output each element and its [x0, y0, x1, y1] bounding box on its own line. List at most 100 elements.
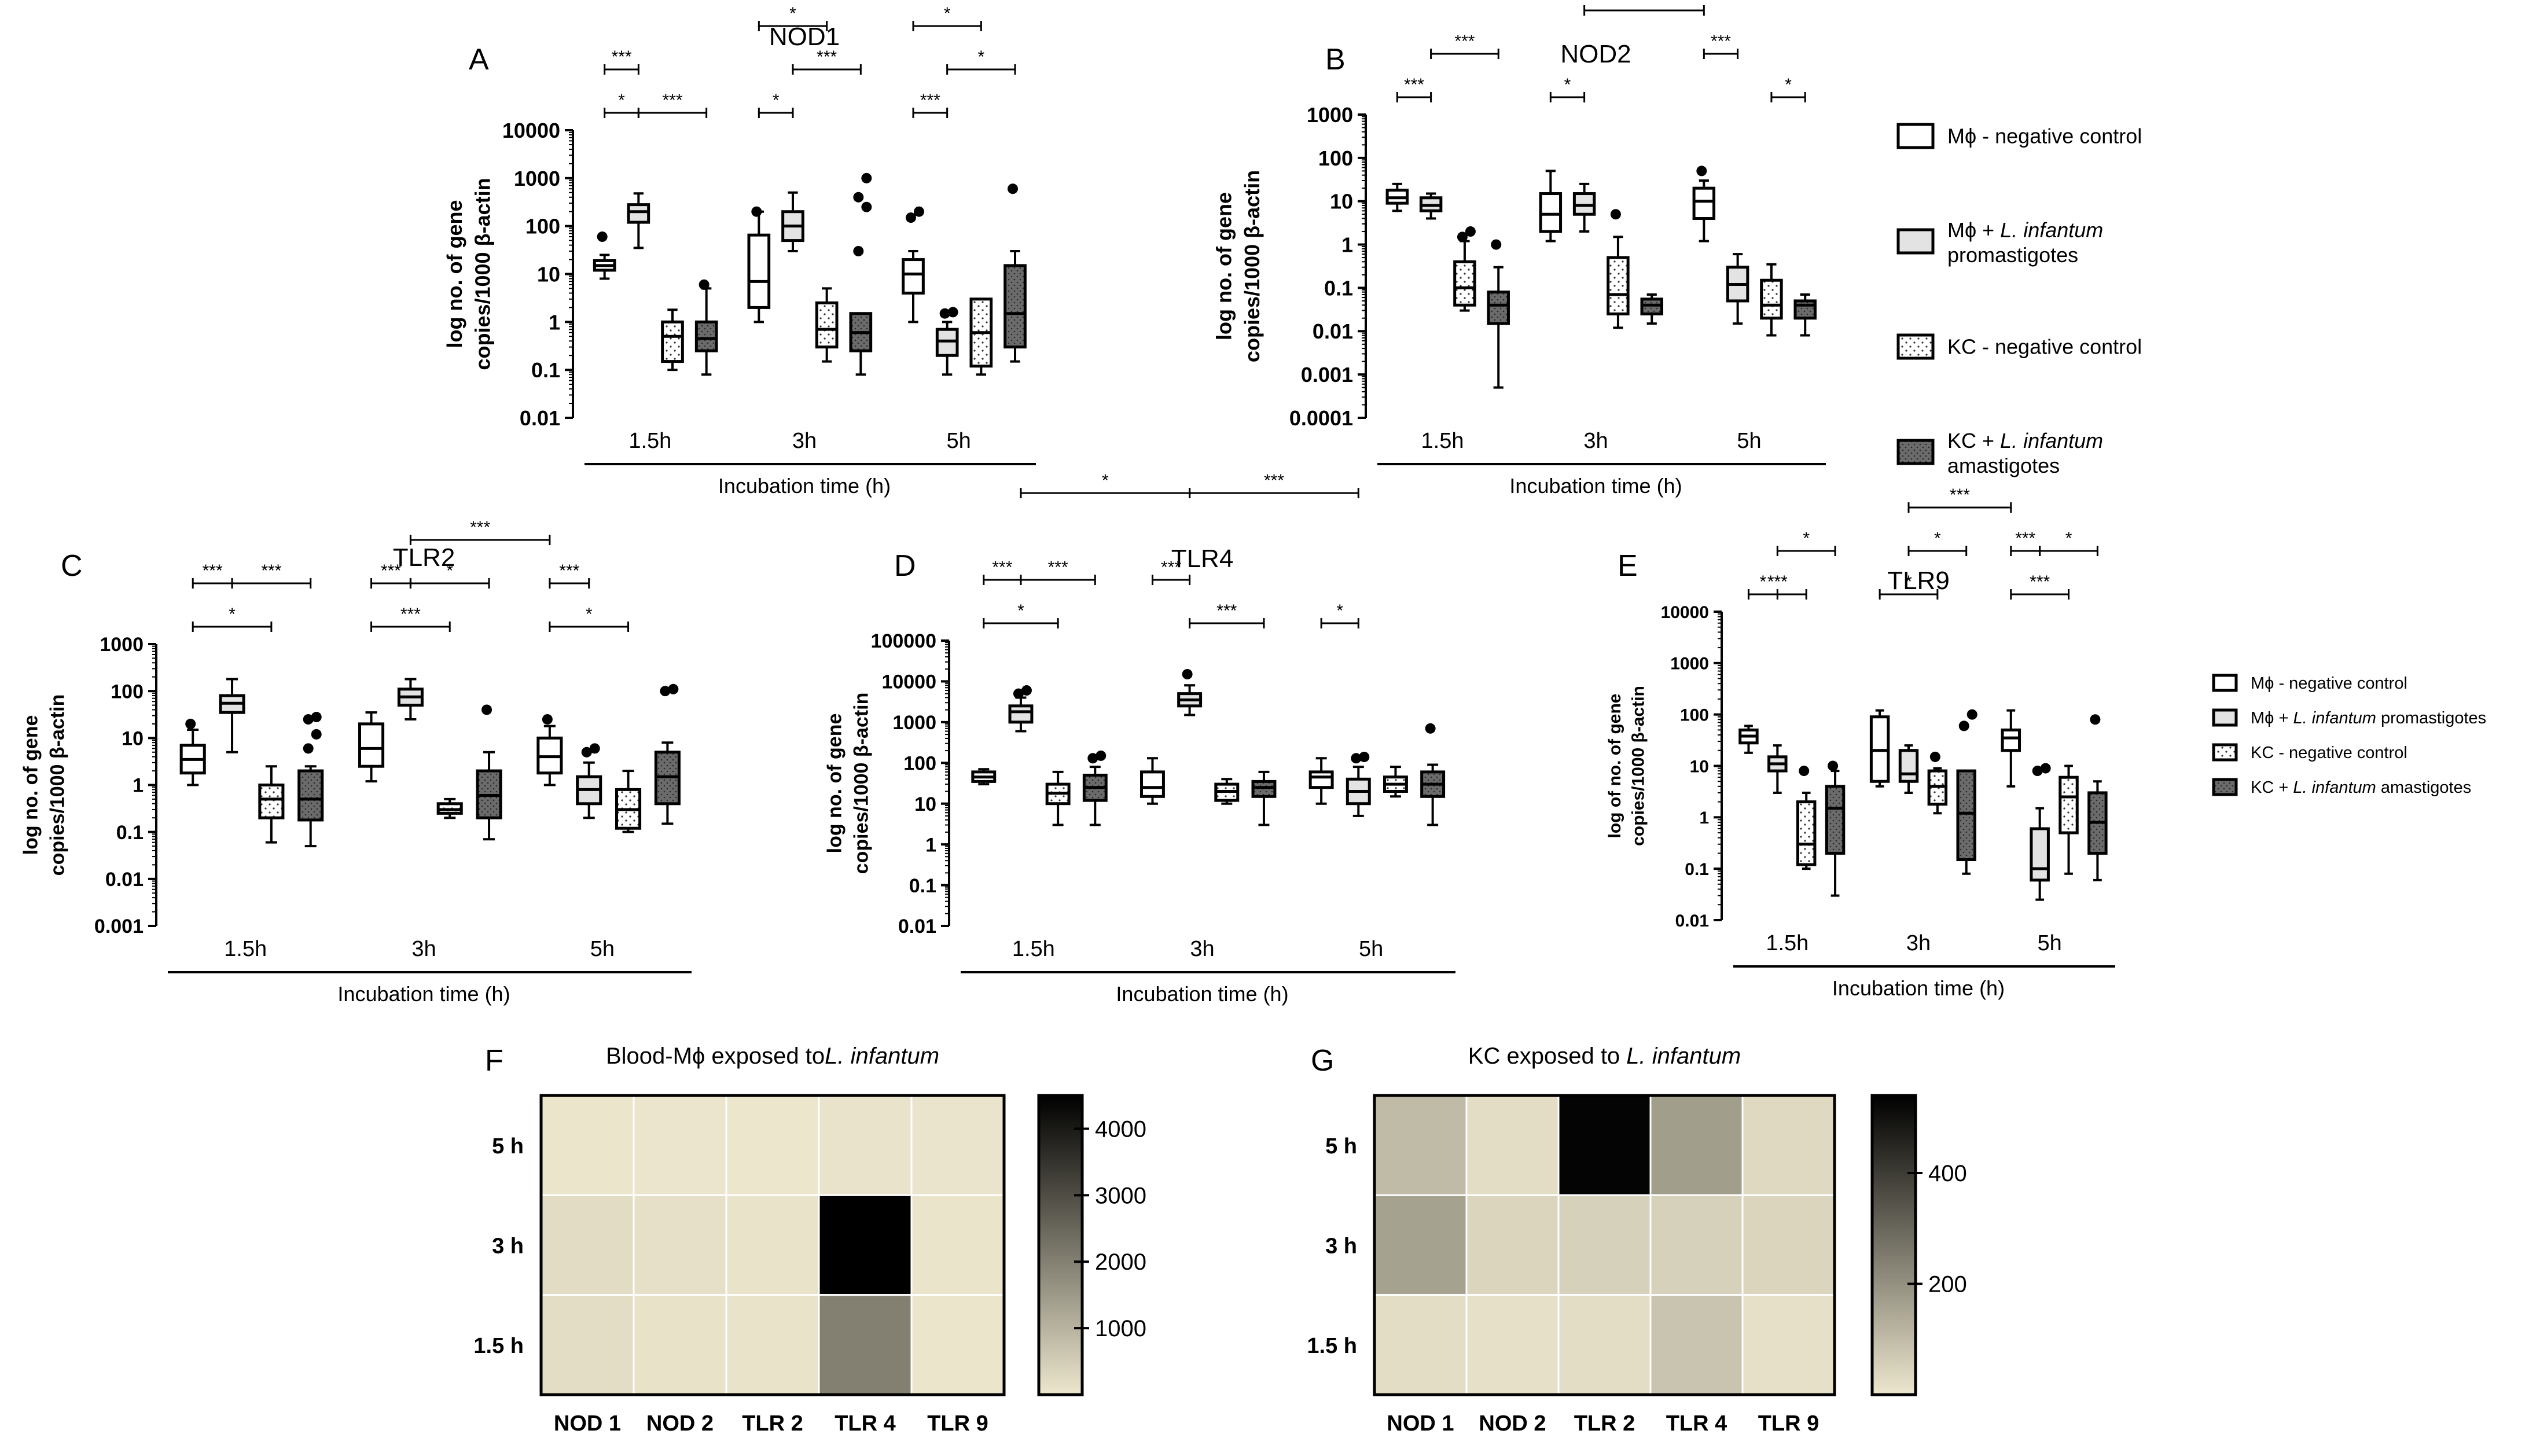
- outlier-point: [1008, 183, 1018, 194]
- box-iqr: [747, 233, 771, 309]
- heatmap-title: KC exposed to L. infantum: [1468, 1043, 1741, 1069]
- outlier-point: [861, 201, 872, 212]
- sig-label: ***: [1950, 486, 1970, 505]
- box-1.5h-s0: [1738, 725, 1759, 754]
- box-iqr: [1487, 291, 1510, 325]
- outlier-point: [2032, 766, 2043, 777]
- outlier-point: [914, 206, 924, 217]
- box-3h-s2: [1607, 209, 1630, 329]
- outlier-point: [947, 307, 958, 318]
- sig-label: *: [773, 91, 780, 110]
- box-iqr: [297, 769, 324, 822]
- colorbar-tick-label: 400: [1928, 1161, 1967, 1186]
- sig-bracket: ***: [792, 47, 862, 75]
- sig-label: *: [944, 4, 951, 23]
- box-iqr: [358, 722, 385, 768]
- box-iqr: [2001, 728, 2021, 752]
- box-5h-s2: [615, 770, 642, 833]
- panel-title: NOD2: [1560, 40, 1631, 68]
- box-5h-s1: [935, 307, 959, 376]
- sig-label: ***: [2030, 572, 2050, 591]
- y-axis-label: log no. of gene copies/1000 β-actin: [443, 178, 495, 370]
- sig-label: *: [1336, 601, 1343, 620]
- heatmap-cell: [1741, 1294, 1836, 1396]
- y-label-line1: log no. of gene: [443, 200, 466, 348]
- x-group-label: 1.5h: [1421, 429, 1464, 453]
- box-3h-s1: [781, 191, 804, 252]
- y-tick-label: 1000: [514, 167, 560, 190]
- y-tick-label: 1: [549, 310, 560, 334]
- heatmap-col-label: TLR 4: [1666, 1411, 1727, 1436]
- sig-bracket: ***: [1189, 601, 1265, 628]
- sig-bracket: *: [1879, 572, 1939, 600]
- x-axis-label: Incubation time (h): [1116, 982, 1288, 1006]
- heatmap-cell: [818, 1094, 913, 1196]
- sig-bracket: ***: [1396, 75, 1432, 102]
- sig-label: ***: [261, 561, 281, 580]
- sig-bracket: ***: [549, 561, 590, 589]
- sig-label: *: [1102, 471, 1109, 490]
- y-tick-label: 10000: [881, 671, 936, 693]
- outlier-point: [1958, 720, 1969, 731]
- y-axis-label: log no. of gene copies/1000 β-actin: [824, 693, 872, 874]
- panel-letter: D: [894, 549, 916, 583]
- colorbar-tick-label: 2000: [1095, 1249, 1146, 1275]
- y-axis-label: log no. of gene copies/1000 β-actin: [1212, 170, 1264, 362]
- outlier-point: [1351, 753, 1362, 764]
- y-label-line1: log no. of gene: [824, 714, 846, 854]
- box-iqr: [1003, 264, 1027, 349]
- box-3h-s1: [1177, 669, 1203, 716]
- heatmap-cell: [1465, 1294, 1560, 1396]
- y-tick-label: 1000: [892, 712, 936, 734]
- colorbar-tick-label: 4000: [1095, 1116, 1146, 1142]
- sig-label: *: [2065, 529, 2072, 548]
- box-iqr: [1796, 800, 1817, 866]
- box-5h-s3: [1793, 293, 1817, 337]
- panel-letter: B: [1325, 43, 1346, 76]
- y-tick-label: 100000: [871, 630, 936, 652]
- outlier-point: [2040, 763, 2051, 774]
- panel-title: TLR9: [1887, 567, 1950, 595]
- legend-label: KC + L. infantum amastigotes: [2251, 778, 2471, 797]
- panel-B: B NOD2 0.0001 0.001 0.01 0.1 1 10 100 1000 log no.…: [1212, 0, 1826, 498]
- box-iqr: [1793, 299, 1817, 320]
- box-iqr: [258, 784, 285, 819]
- box-5h-s1: [1346, 751, 1371, 817]
- y-tick-label: 0.001: [1301, 363, 1353, 387]
- box-1.5h-s2: [258, 765, 285, 844]
- heatmap-row-label: 1.5 h: [1307, 1334, 1357, 1358]
- box-5h-s2: [1383, 766, 1408, 798]
- y-tick-label: 100: [111, 681, 144, 703]
- sig-label: ***: [920, 91, 940, 110]
- box-1.5h-s3: [694, 279, 718, 376]
- box-iqr: [661, 320, 684, 363]
- box-3h-s0: [358, 711, 385, 783]
- x-group-label: 3h: [792, 429, 817, 453]
- box-iqr: [2030, 827, 2050, 882]
- box-iqr: [1572, 192, 1596, 216]
- panel-letter: E: [1618, 549, 1638, 583]
- box-3h-s3: [849, 172, 873, 376]
- box-5h-s2: [1760, 263, 1783, 337]
- heatmap-col-label: NOD 1: [1387, 1411, 1454, 1436]
- y-label-line2: copies/1000 β-actin: [850, 693, 872, 874]
- box-1.5h-s0: [971, 768, 997, 786]
- heatmap-cell: [540, 1294, 635, 1396]
- heatmap-col-label: TLR 9: [927, 1411, 988, 1436]
- outlier-point: [1425, 723, 1436, 734]
- y-tick-label: 0.1: [116, 822, 144, 844]
- outlier-point: [1182, 669, 1193, 680]
- outlier-point: [2090, 714, 2101, 725]
- y-tick-label: 10: [122, 728, 144, 750]
- x-group-label: 3h: [1583, 429, 1608, 453]
- legend-swatch: [2212, 778, 2238, 796]
- box-iqr: [1308, 770, 1334, 789]
- box-3h-s3: [1956, 709, 1977, 875]
- heatmap-col-label: TLR 4: [835, 1411, 896, 1436]
- outlier-point: [1087, 753, 1098, 764]
- x-group-label: 1.5h: [628, 429, 671, 453]
- box-3h-s0: [747, 206, 771, 323]
- heatmap-col-label: NOD 2: [1479, 1411, 1546, 1436]
- box-5h-s3: [1420, 723, 1446, 826]
- panel-letter: F: [485, 1044, 503, 1078]
